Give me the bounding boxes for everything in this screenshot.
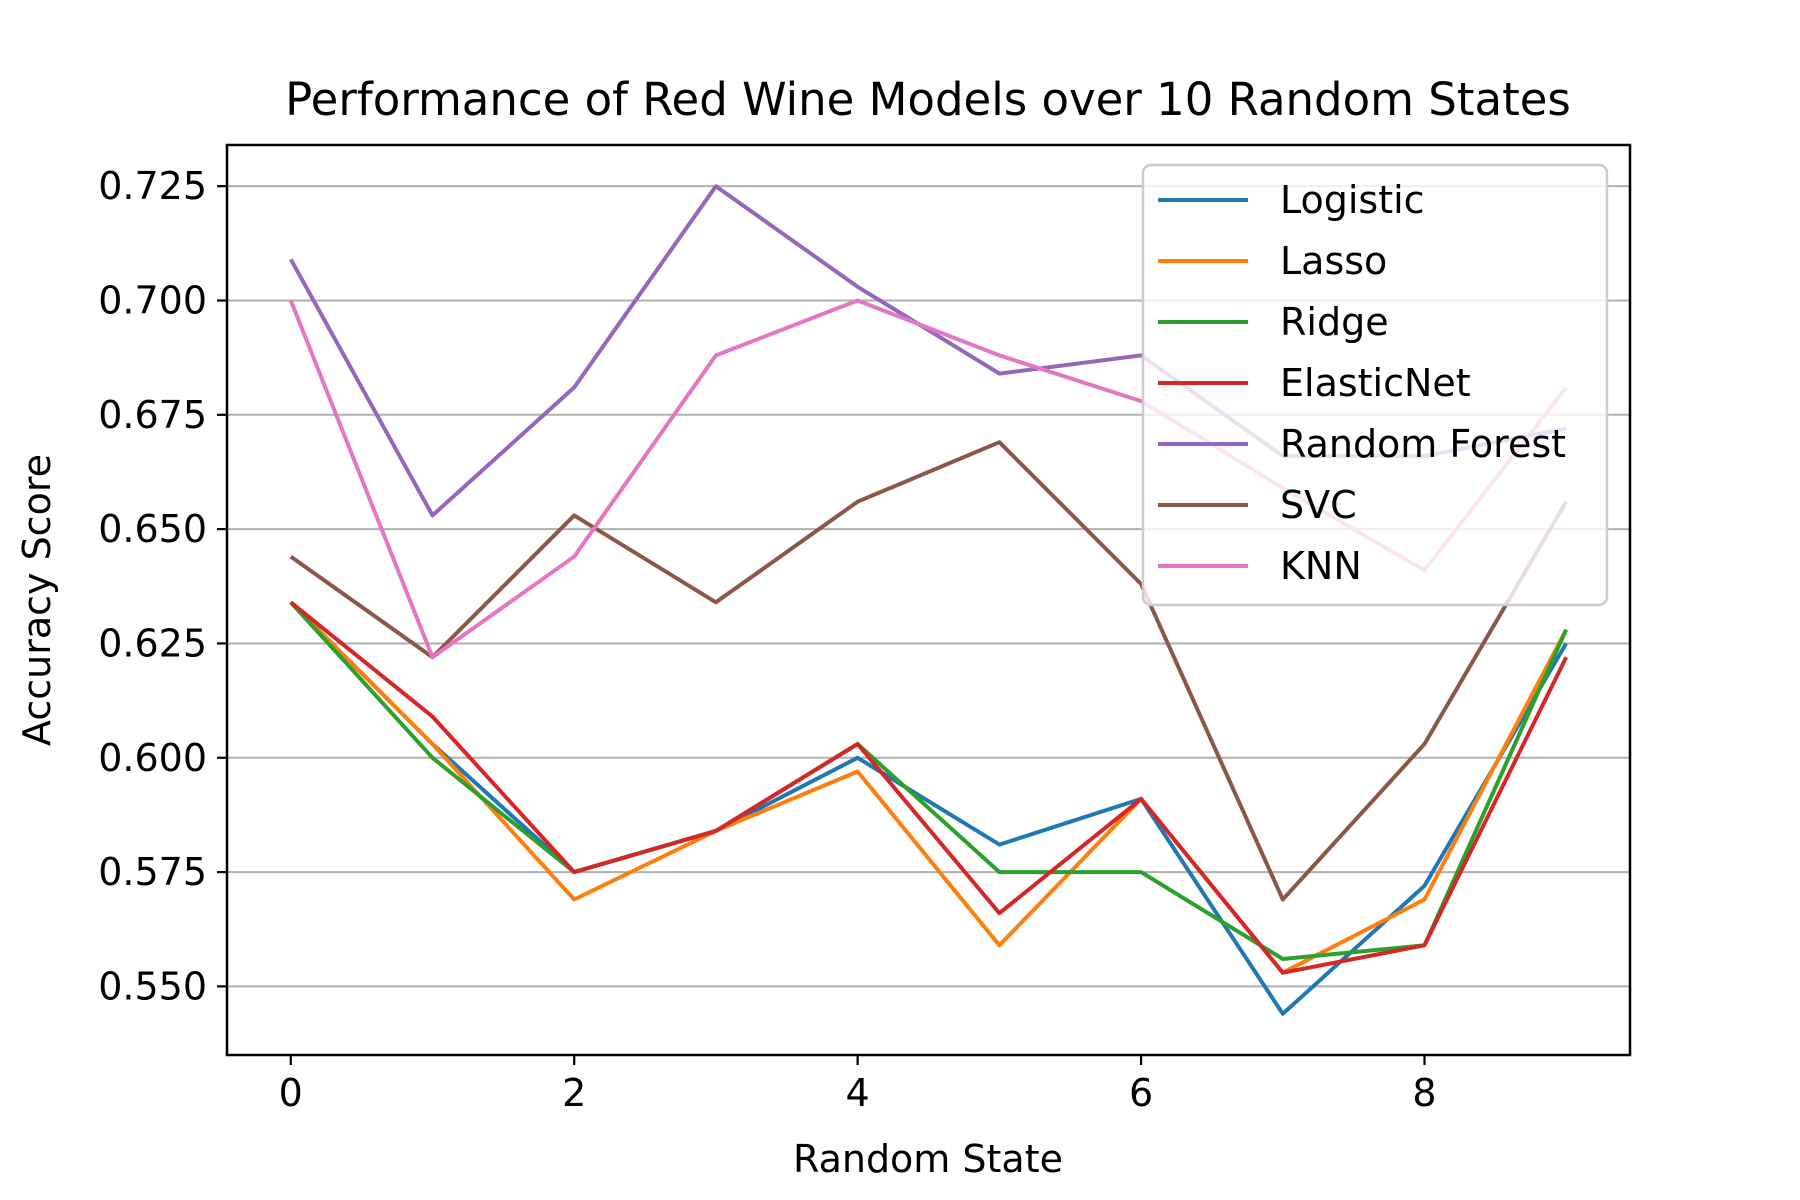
x-tick-label: 4	[846, 1071, 870, 1115]
series-line-elasticnet	[289, 600, 1568, 975]
x-axis-label: Random State	[793, 1137, 1063, 1181]
plot-area-frame	[225, 143, 1632, 1057]
y-tick-label: 0.550	[98, 964, 207, 1008]
y-tick-label: 0.650	[98, 507, 207, 551]
y-tick-label: 0.600	[98, 736, 207, 780]
legend-label-svc: SVC	[1280, 483, 1357, 527]
legend-box	[1141, 163, 1609, 607]
x-tick-label: 8	[1412, 1071, 1436, 1115]
chart-title: Performance of Red Wine Models over 10 R…	[285, 73, 1571, 126]
series-line-logistic	[289, 600, 1568, 1016]
legend-label-random-forest: Random Forest	[1280, 422, 1566, 466]
x-tick-label: 0	[279, 1071, 303, 1115]
y-tick-label: 0.575	[98, 850, 207, 894]
y-tick-label: 0.700	[98, 278, 207, 322]
y-tick-label: 0.625	[98, 621, 207, 665]
legend-label-knn: KNN	[1280, 544, 1362, 588]
x-tick-label: 2	[562, 1071, 586, 1115]
y-tick-label: 0.675	[98, 393, 207, 437]
y-axis-ticks: 0.550 0.575 0.600 0.625 0.650 0.675 0.700 0.725	[98, 164, 227, 1008]
x-tick-label: 6	[1129, 1071, 1153, 1115]
legend-label-logistic: Logistic	[1280, 178, 1425, 222]
legend: Logistic Lasso Ridge ElasticNet Random Fores…	[1141, 163, 1609, 607]
legend-label-elasticnet: ElasticNet	[1280, 361, 1471, 405]
y-tick-label: 0.725	[98, 164, 207, 208]
y-axis-label: Accuracy Score	[15, 454, 59, 746]
legend-label-ridge: Ridge	[1280, 300, 1389, 344]
series-line-ridge	[289, 600, 1569, 961]
series-line-lasso	[289, 600, 1568, 975]
x-axis-ticks: 0 2 4 6 8	[279, 1055, 1437, 1115]
series-lines	[288, 184, 1569, 1016]
series-line-svc	[289, 440, 1568, 902]
legend-label-lasso: Lasso	[1280, 239, 1387, 283]
